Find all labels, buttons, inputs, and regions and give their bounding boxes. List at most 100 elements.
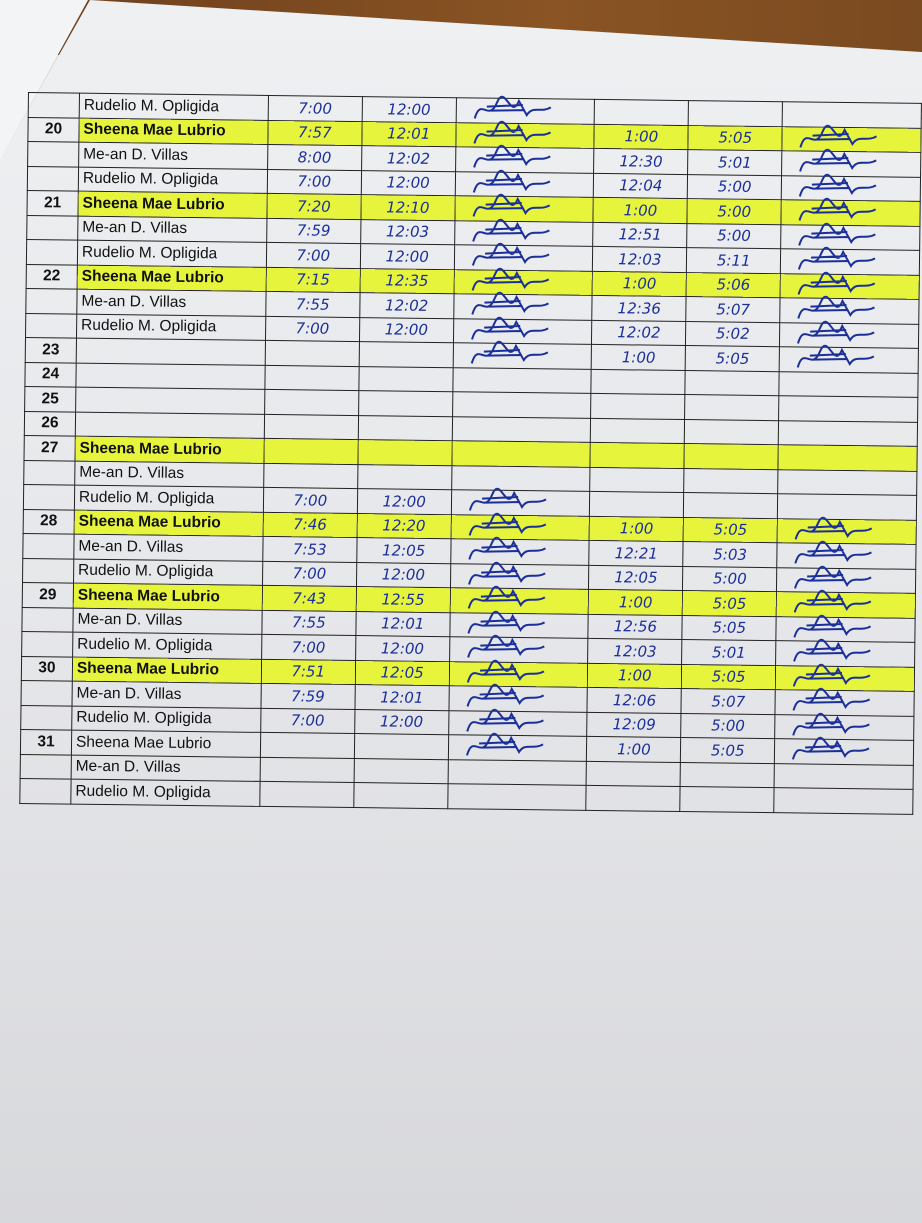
signature-scribble xyxy=(793,663,871,687)
am-departure-cell: 12:00 xyxy=(359,317,454,343)
table-row: Rudelio M. Opligida 7:00 12:00 xyxy=(23,484,917,520)
pm-arrival-cell: 12:02 xyxy=(591,319,687,346)
am-departure-cell xyxy=(358,366,453,392)
pm-arrival-cell: 12:56 xyxy=(588,613,683,640)
employee-name: Rudelio M. Opligida xyxy=(78,166,268,194)
am-departure-cell: 12:00 xyxy=(354,709,449,735)
signature-scribble xyxy=(794,540,873,564)
am-departure-cell xyxy=(358,415,453,441)
signature-scribble xyxy=(467,610,545,634)
pm-signature-cell xyxy=(779,295,920,324)
employee-name: Rudelio M. Opligida xyxy=(72,632,262,659)
employee-name: Me-an D. Villas xyxy=(72,607,263,635)
pm-departure-cell: 5:03 xyxy=(683,541,778,568)
am-signature-cell xyxy=(453,267,593,296)
day-cell: 31 xyxy=(20,729,72,755)
am-arrival-cell: 7:00 xyxy=(261,634,356,661)
table-row: 31 Sheena Mae Lubrio 1:00 5:05 xyxy=(20,729,914,765)
table-row: 28 Sheena Mae Lubrio 7:46 12:20 1:00 5:05 xyxy=(23,508,917,545)
pm-departure-cell: 5:05 xyxy=(682,615,777,641)
pm-arrival-cell xyxy=(590,393,686,420)
signature-scribble xyxy=(465,708,544,732)
pm-departure-cell: 5:00 xyxy=(680,713,776,739)
table-row: Me-an D. Villas 7:55 12:01 12:56 5:05 xyxy=(21,606,916,643)
signature-scribble xyxy=(798,197,877,221)
signature-scribble xyxy=(799,148,877,172)
pm-departure-cell: 5:11 xyxy=(686,247,781,274)
pm-arrival-cell xyxy=(586,785,681,812)
am-signature-cell xyxy=(453,291,593,320)
am-departure-cell: 12:00 xyxy=(360,243,455,270)
am-arrival-cell: 7:00 xyxy=(268,95,363,122)
pm-arrival-cell xyxy=(590,417,685,444)
am-arrival-cell: 7:00 xyxy=(262,560,357,587)
day-cell xyxy=(23,484,75,510)
employee-name: Rudelio M. Opligida xyxy=(76,313,266,341)
am-departure-cell: 12:00 xyxy=(357,488,452,515)
pm-arrival-cell: 1:00 xyxy=(593,197,688,224)
pm-arrival-cell xyxy=(594,99,689,126)
signature-scribble xyxy=(793,638,871,662)
pm-signature-cell xyxy=(782,124,922,153)
pm-signature-cell xyxy=(775,687,915,716)
pm-departure-cell xyxy=(683,492,778,519)
day-cell xyxy=(21,680,73,706)
table-row: Me-an D. Villas 7:53 12:05 12:21 5:03 xyxy=(22,533,917,569)
signature-scribble xyxy=(470,340,549,364)
pm-departure-cell xyxy=(684,419,779,445)
day-cell: 26 xyxy=(24,410,76,437)
am-departure-cell: 12:10 xyxy=(360,194,455,221)
employee-name: Me-an D. Villas xyxy=(77,215,267,243)
am-arrival-cell xyxy=(264,413,359,440)
am-signature-cell xyxy=(450,561,590,590)
day-cell xyxy=(25,288,78,314)
am-arrival-cell xyxy=(263,438,359,465)
attendance-table: Rudelio M. Opligida 7:00 12:00 20 Sheena Mae… xyxy=(19,92,922,814)
am-departure-cell: 12:01 xyxy=(354,684,449,711)
pm-departure-cell: 5:00 xyxy=(682,566,777,592)
pm-signature-cell xyxy=(774,736,914,765)
pm-departure-cell xyxy=(684,443,779,470)
pm-arrival-cell xyxy=(590,466,685,493)
table-row: Rudelio M. Opligida 7:00 12:00 12:03 5:01 xyxy=(21,631,915,667)
pm-arrival-cell: 1:00 xyxy=(589,515,684,542)
table-row: 23 1:00 5:05 xyxy=(25,337,919,373)
am-departure-cell: 12:05 xyxy=(356,537,451,564)
employee-name: Me-an D. Villas xyxy=(76,289,266,316)
table-row: Rudelio M. Opligida 7:00 12:00 12:03 5:11 xyxy=(26,239,920,275)
pm-departure-cell xyxy=(688,100,783,127)
employee-name: Me-an D. Villas xyxy=(71,754,261,782)
am-departure-cell: 12:35 xyxy=(359,268,455,294)
table-row: Rudelio M. Opligida 7:00 12:00 12:04 5:00 xyxy=(27,166,921,202)
employee-name: Sheena Mae Lubrio xyxy=(74,436,265,463)
pm-arrival-cell: 12:51 xyxy=(593,221,688,248)
pm-arrival-cell: 12:09 xyxy=(587,711,682,738)
pm-signature-cell xyxy=(778,444,918,471)
pm-signature-cell xyxy=(773,787,914,814)
am-arrival-cell: 7:59 xyxy=(266,217,361,244)
am-signature-cell xyxy=(452,391,592,418)
pm-departure-cell xyxy=(680,762,775,788)
pm-departure-cell: 5:05 xyxy=(680,737,775,764)
am-arrival-cell: 7:55 xyxy=(265,291,360,318)
pm-signature-cell xyxy=(776,589,916,618)
signature-scribble xyxy=(797,271,876,295)
pm-arrival-cell xyxy=(591,368,686,395)
am-arrival-cell: 8:00 xyxy=(267,144,362,171)
pm-arrival-cell: 12:04 xyxy=(593,172,688,199)
am-signature-cell xyxy=(454,193,594,222)
pm-departure-cell xyxy=(684,394,780,421)
am-departure-cell: 12:05 xyxy=(355,660,450,686)
am-arrival-cell: 7:43 xyxy=(262,585,357,612)
pm-arrival-cell: 12:21 xyxy=(589,540,684,567)
pm-signature-cell xyxy=(776,565,916,594)
am-arrival-cell xyxy=(259,756,355,783)
pm-signature-cell xyxy=(774,763,914,790)
day-cell: 22 xyxy=(26,263,78,290)
signature-scribble xyxy=(472,144,551,168)
day-cell xyxy=(21,606,74,633)
am-signature-cell xyxy=(448,683,588,712)
day-cell xyxy=(28,92,80,118)
table-row: 22 Sheena Mae Lubrio 7:15 12:35 1:00 5:06 xyxy=(26,263,920,300)
day-cell xyxy=(21,631,73,657)
